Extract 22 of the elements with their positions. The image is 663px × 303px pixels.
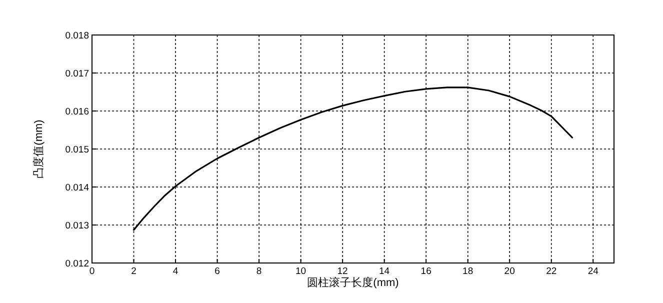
xtick: 14	[379, 266, 390, 277]
xtick: 12	[337, 266, 348, 277]
ytick: 0.016	[65, 106, 89, 118]
xtick: 20	[504, 266, 515, 277]
ytick: 0.013	[65, 220, 89, 232]
xtick: 8	[256, 266, 262, 277]
xtick: 2	[131, 266, 136, 277]
xtick: 6	[214, 266, 220, 277]
ytick: 0.018	[65, 30, 89, 42]
xtick: 24	[588, 266, 598, 277]
xtick: 18	[462, 266, 474, 277]
ytick: 0.017	[65, 68, 89, 80]
xtick: 0	[89, 266, 95, 277]
ylabel: 凸度值(mm)	[33, 120, 45, 178]
xtick: 16	[420, 266, 432, 277]
xtick: 22	[546, 266, 557, 277]
xlabel: 圆柱滚子长度(mm)	[307, 277, 399, 289]
ytick: 0.014	[65, 182, 89, 194]
ytick: 0.015	[65, 144, 89, 156]
xtick: 4	[172, 266, 178, 277]
xtick: 10	[296, 266, 306, 277]
ytick: 0.012	[65, 258, 89, 270]
